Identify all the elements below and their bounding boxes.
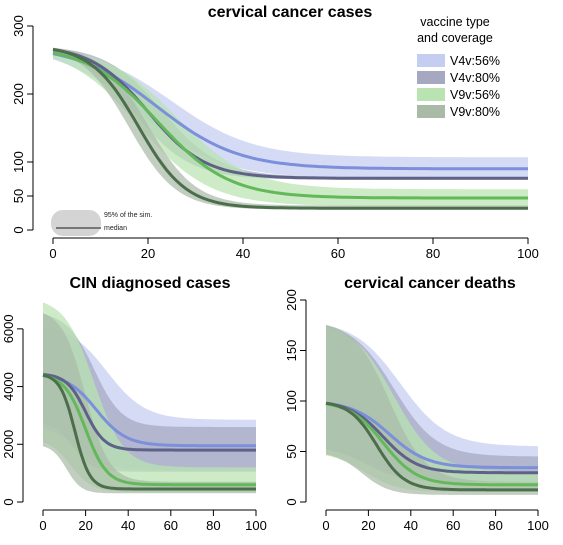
band-v9v-80- [326,324,538,495]
inset-legend: 95% of the sim. median [51,210,152,236]
x-tick-label: 40 [404,518,418,533]
chart-cin-diagnosed-cases: CIN diagnosed cases 0 20 40 60 80 100 0 2000 400… [1,275,267,533]
legend-entry: V9v:56% [417,88,500,102]
legend-swatch [417,54,445,67]
y-tick-label: 100 [284,390,299,412]
inset-legend-band-swatch [51,210,101,236]
legend-entries: V4v:56% V4v:80% V9v:56% V9v:80% [417,54,500,119]
chart-title: cervical cancer cases [208,4,373,21]
legend-title-line-2: and coverage [417,31,493,45]
x-tick-label: 100 [517,246,539,261]
x-tick-label: 60 [446,518,460,533]
axes: 0 20 40 60 80 100 0 50 100 150 200 [284,289,549,533]
x-tick-label: 0 [49,246,56,261]
chart-title: cervical cancer deaths [344,275,516,292]
y-tick-label: 4000 [1,372,16,401]
inset-legend-band-label: 95% of the sim. [104,212,152,219]
y-tick-label: 6000 [1,314,16,343]
median-line-v4v-56- [52,52,528,171]
median-line-v9v-56- [325,402,538,487]
median-line-v4v-56- [325,401,538,470]
legend-label: V9v:56% [450,88,500,102]
median-line-v9v-56- [42,374,256,487]
x-tick-label: 0 [322,518,329,533]
x-tick-label: 20 [141,246,155,261]
x-tick-label: 40 [121,518,135,533]
y-tick-label: 0 [1,498,16,505]
x-tick-label: 80 [206,518,220,533]
legend-label: V9v:80% [450,105,500,119]
axes: 0 20 40 60 80 100 0 2000 4000 6000 [1,314,267,533]
legend-title-line-1: vaccine type [420,15,490,29]
median-line-v9v-56- [52,51,528,200]
x-tick-label: 60 [164,518,178,533]
chart-cervical-cancer-deaths: cervical cancer deaths 0 20 40 60 80 100 0 50 10… [284,275,549,533]
legend-entry: V4v:56% [417,54,500,68]
axes: 0 20 40 60 80 100 0 50 100 200 300 [11,15,539,261]
median-line-v9v-80- [52,47,528,210]
median-lines [325,401,538,492]
median-line-v4v-80- [325,401,538,475]
y-tick-label: 0 [284,498,299,505]
x-tick-label: 100 [245,518,267,533]
chart-cervical-cancer-cases: cervical cancer cases 0 20 40 60 80 100 0 50 100… [11,4,539,261]
band-v9v-80- [53,47,528,210]
chart-title: CIN diagnosed cases [70,275,231,292]
y-tick-label: 200 [284,289,299,311]
legend-swatch [417,105,445,118]
legend-swatch [417,88,445,101]
legend-entry: V9v:80% [417,105,500,119]
x-tick-label: 40 [236,246,250,261]
x-tick-label: 60 [331,246,345,261]
median-line-v9v-80- [42,373,256,491]
y-tick-label: 200 [11,83,26,105]
median-line-v9v-80- [325,401,538,492]
y-tick-label: 50 [11,189,26,203]
x-tick-label: 80 [488,518,502,533]
y-tick-label: 300 [11,15,26,37]
x-tick-label: 20 [78,518,92,533]
uncertainty-bands [43,302,256,494]
legend-label: V4v:56% [450,54,500,68]
y-tick-label: 0 [11,226,26,233]
y-tick-label: 50 [284,444,299,458]
legend: vaccine type and coverage V4v:56% V4v:80%… [417,15,500,119]
legend-entry: V4v:80% [417,71,500,85]
x-tick-label: 100 [527,518,549,533]
median-line-v4v-56- [42,374,256,448]
y-tick-label: 100 [11,151,26,173]
inset-legend-line-label: median [104,225,127,232]
legend-label: V4v:80% [450,71,500,85]
x-tick-label: 80 [426,246,440,261]
y-tick-label: 2000 [1,430,16,459]
median-lines [42,373,256,491]
x-tick-label: 20 [361,518,375,533]
x-tick-label: 0 [39,518,46,533]
median-lines [52,47,528,210]
median-line-v4v-80- [42,373,256,452]
legend-swatch [417,71,445,84]
y-tick-label: 150 [284,340,299,362]
band-v9v-80- [43,313,256,494]
